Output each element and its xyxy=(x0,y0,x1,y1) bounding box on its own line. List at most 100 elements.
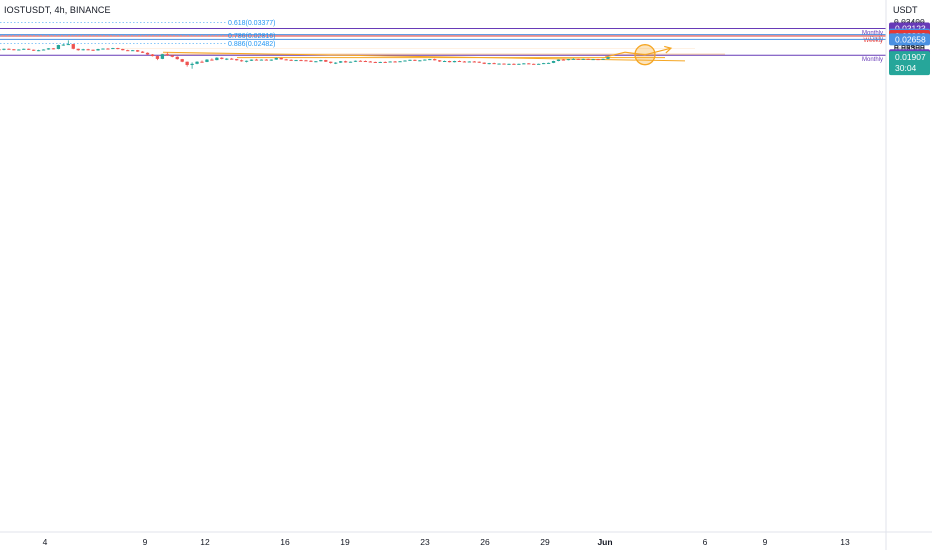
y-tick-label: 0.02300 xyxy=(894,43,925,53)
candle xyxy=(413,59,417,62)
candle-body xyxy=(259,59,264,61)
fib-label: 0.786(0.02816) xyxy=(228,33,275,40)
candle-body xyxy=(170,55,174,57)
candle-body xyxy=(81,49,85,51)
level-tag: Monthly xyxy=(862,31,883,37)
candle-body xyxy=(398,61,402,63)
candle-body xyxy=(254,59,259,61)
candle xyxy=(532,63,536,65)
candle xyxy=(329,61,333,64)
candle xyxy=(215,57,219,61)
candle-body xyxy=(190,63,194,66)
candle xyxy=(447,60,452,63)
candle xyxy=(145,52,150,55)
candle xyxy=(566,58,571,61)
candle xyxy=(230,57,234,60)
candle xyxy=(442,60,447,63)
candle-body xyxy=(378,61,382,63)
candle-body xyxy=(215,57,219,61)
candle xyxy=(150,53,155,57)
candle xyxy=(472,61,476,63)
candle-body xyxy=(418,60,422,62)
candle-body xyxy=(180,59,184,62)
candle xyxy=(81,48,85,51)
candle-body xyxy=(230,58,234,60)
candle-body xyxy=(433,59,437,61)
candle xyxy=(433,58,437,61)
candle-body xyxy=(314,61,318,63)
candle-body xyxy=(477,61,481,63)
candle xyxy=(299,59,303,62)
x-tick-label: 9 xyxy=(763,537,768,547)
candle-body xyxy=(160,54,165,59)
candle xyxy=(551,60,556,64)
candle xyxy=(46,48,51,50)
candle xyxy=(131,49,135,52)
candle xyxy=(304,59,308,62)
candle xyxy=(428,58,432,61)
candle xyxy=(343,60,348,63)
candle-body xyxy=(235,59,239,61)
candle-body xyxy=(249,59,254,61)
candle-body xyxy=(393,61,397,63)
x-tick-label: 9 xyxy=(143,537,148,547)
candle xyxy=(418,60,422,62)
candle-body xyxy=(101,48,105,50)
candle xyxy=(12,49,16,51)
candle xyxy=(2,48,6,51)
candle-body xyxy=(319,60,323,62)
supply-zones xyxy=(111,48,725,56)
candle xyxy=(36,49,41,52)
candle-body xyxy=(373,61,377,63)
candle-body xyxy=(338,61,343,63)
x-tick-label: 13 xyxy=(840,537,850,547)
candle xyxy=(116,47,120,50)
candle-body xyxy=(41,49,46,51)
candle-body xyxy=(32,49,36,51)
candle-body xyxy=(447,61,452,63)
candle-body xyxy=(135,50,140,52)
candle xyxy=(264,59,269,61)
x-tick-label: 23 xyxy=(420,537,430,547)
candle xyxy=(259,59,264,61)
candle-body xyxy=(86,49,90,51)
candle xyxy=(507,63,511,65)
candle xyxy=(314,61,318,63)
candle-body xyxy=(244,60,249,62)
candle-body xyxy=(512,63,516,65)
candle xyxy=(324,59,328,62)
candle-body xyxy=(324,60,328,62)
candle xyxy=(86,48,90,51)
candlesticks xyxy=(0,40,610,69)
candle xyxy=(225,58,229,61)
candle xyxy=(235,58,239,61)
current-price-bg xyxy=(889,51,930,76)
candle-body xyxy=(532,63,536,65)
candle-body xyxy=(388,61,392,63)
candle-body xyxy=(541,63,546,65)
candle-body xyxy=(329,61,333,63)
candle-body xyxy=(581,58,585,60)
x-tick-label: 16 xyxy=(280,537,290,547)
fib-label: 0.618(0.03377) xyxy=(228,20,275,27)
candle-body xyxy=(200,61,204,63)
candle-body xyxy=(428,59,432,61)
candle-body xyxy=(358,60,363,62)
candle-body xyxy=(210,59,214,61)
candle-body xyxy=(51,48,56,50)
candle-body xyxy=(61,44,66,46)
y-tick-label: 0.03400 xyxy=(894,17,925,27)
candle xyxy=(111,47,115,50)
current-price-text: 0.01907 xyxy=(895,52,926,62)
candle-body xyxy=(185,61,189,66)
candle-body xyxy=(12,49,16,51)
candle xyxy=(438,60,442,62)
candle xyxy=(56,44,61,50)
candle xyxy=(51,48,56,50)
candle xyxy=(537,63,541,65)
candle-body xyxy=(106,48,110,50)
candle-body xyxy=(368,61,372,63)
candle xyxy=(165,52,169,56)
candle xyxy=(467,61,472,63)
